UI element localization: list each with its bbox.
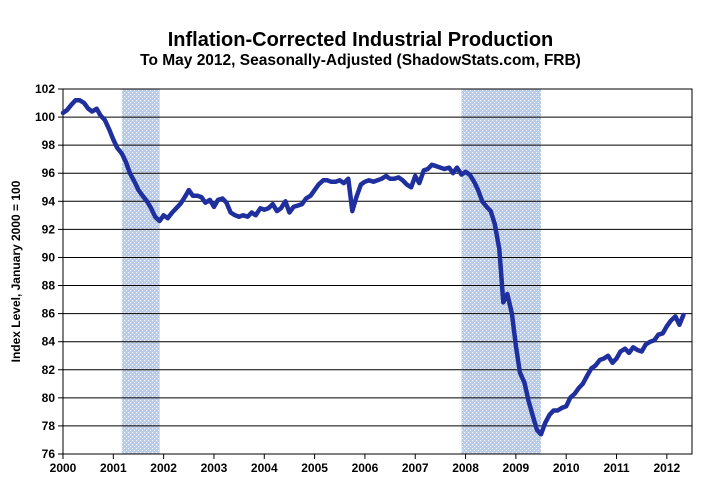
- x-tick-label-2006: 2006: [352, 461, 379, 475]
- x-tick-label-2001: 2001: [100, 461, 127, 475]
- y-tick-label-92: 92: [42, 222, 56, 236]
- x-tick-label-2007: 2007: [402, 461, 429, 475]
- x-tick-label-2004: 2004: [251, 461, 278, 475]
- plot-area-frame: [62, 88, 693, 455]
- x-tick-label-2005: 2005: [301, 461, 328, 475]
- x-tick-label-2002: 2002: [150, 461, 177, 475]
- y-tick-label-102: 102: [35, 82, 55, 96]
- y-tick-label-78: 78: [42, 419, 56, 433]
- data-series: [60, 97, 686, 437]
- x-tick-label-2010: 2010: [553, 461, 580, 475]
- industrial-production-line: [60, 97, 686, 437]
- y-tick-label-96: 96: [42, 166, 56, 180]
- y-tick-label-94: 94: [42, 194, 56, 208]
- y-tick-label-84: 84: [42, 335, 56, 349]
- recession-shading: [121, 89, 542, 454]
- gridlines: [63, 88, 692, 455]
- y-axis-ticks: 76 78 80 82 84 86 88 90 92 94 96 98 100 102: [35, 82, 63, 461]
- x-tick-label-2000: 2000: [50, 461, 77, 475]
- y-tick-label-86: 86: [42, 307, 56, 321]
- y-tick-label-82: 82: [42, 363, 56, 377]
- y-tick-label-98: 98: [42, 138, 56, 152]
- y-tick-label-80: 80: [42, 391, 56, 405]
- x-tick-label-2003: 2003: [201, 461, 228, 475]
- chart-title: Inflation-Corrected Industrial Productio…: [167, 29, 554, 51]
- y-tick-label-100: 100: [35, 110, 55, 124]
- y-axis-label: Index Level, January 2000 = 100: [9, 180, 23, 362]
- recession-band-1: [121, 89, 160, 454]
- x-axis-ticks: 2000 2001 2002 2003 2004 2005 2006 2007 2008 2009…: [50, 454, 681, 475]
- y-tick-label-88: 88: [42, 279, 56, 293]
- x-tick-label-2009: 2009: [503, 461, 530, 475]
- chart-subtitle: To May 2012, Seasonally-Adjusted (Shadow…: [140, 52, 581, 69]
- y-tick-label-90: 90: [42, 250, 56, 264]
- x-tick-label-2012: 2012: [653, 461, 680, 475]
- x-tick-label-2008: 2008: [452, 461, 479, 475]
- x-tick-label-2011: 2011: [603, 461, 629, 475]
- y-tick-label-76: 76: [42, 447, 56, 461]
